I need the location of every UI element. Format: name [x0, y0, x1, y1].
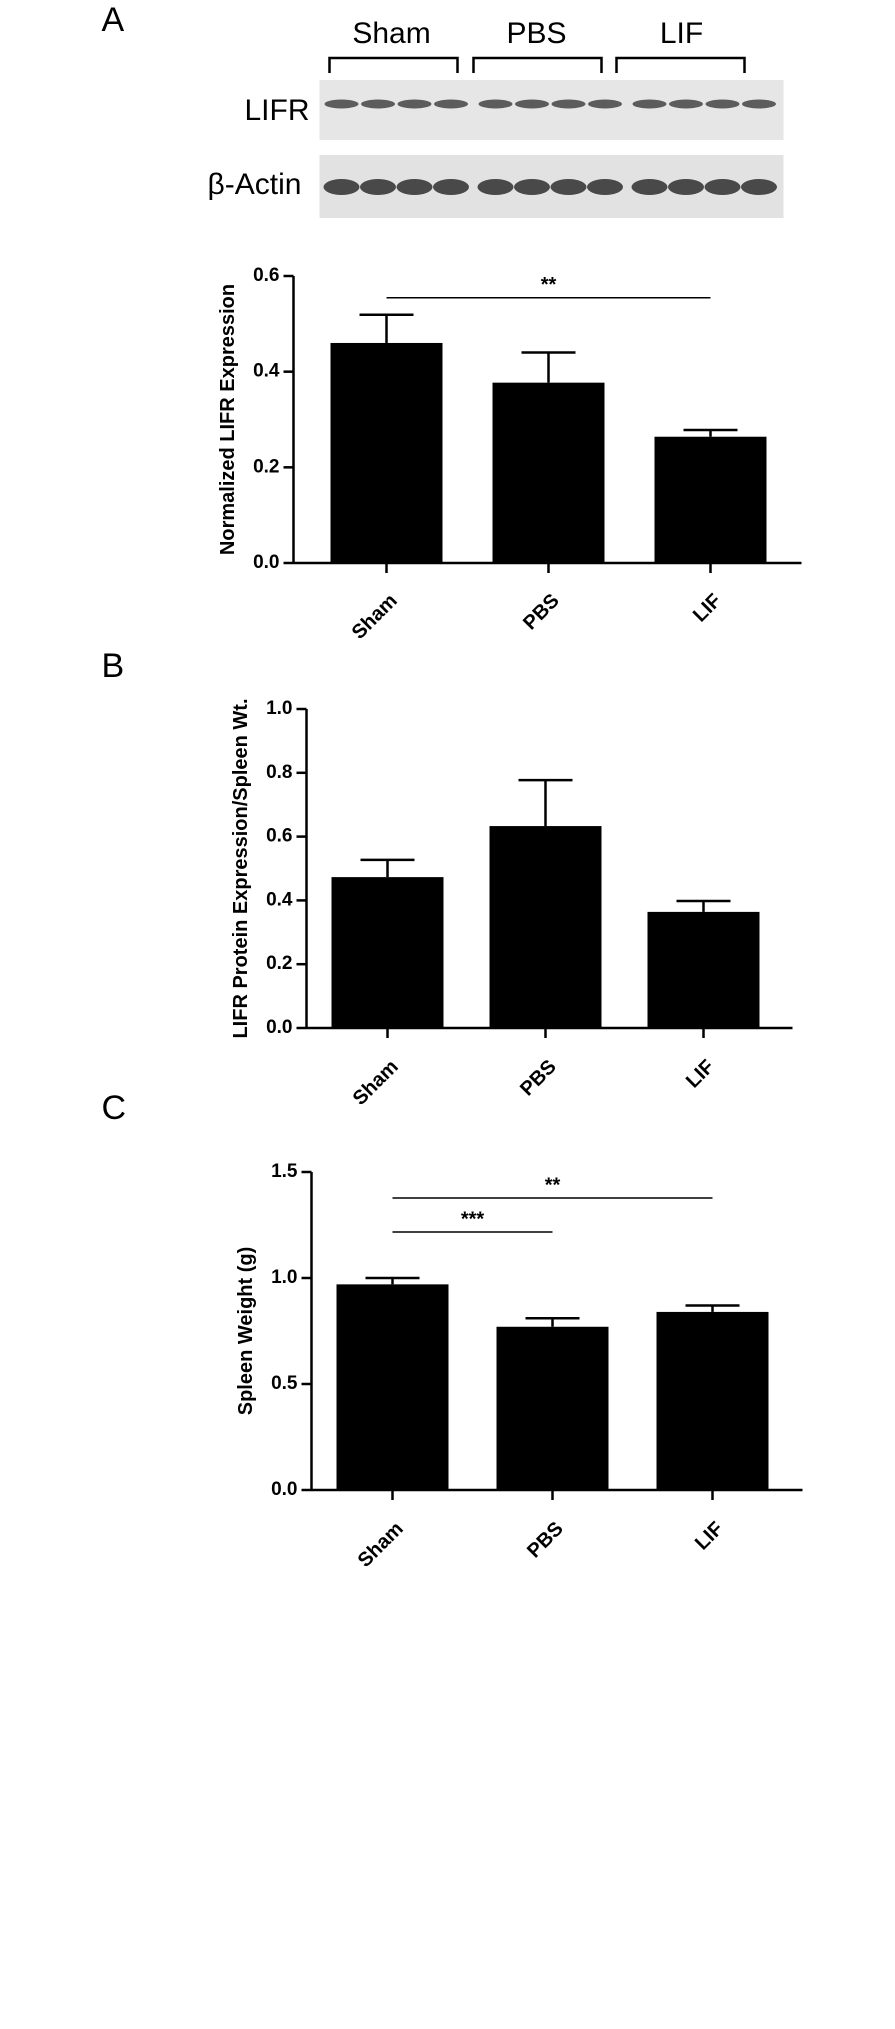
blot-group-label: PBS	[506, 17, 566, 50]
blot-band	[632, 99, 667, 109]
y-axis-label: LIFR Protein Expression/Spleen Wt.	[230, 698, 252, 1038]
y-tick-label: 0.2	[253, 456, 279, 477]
significance-label: ***	[461, 1208, 485, 1230]
x-tick-label: Sham	[349, 1056, 403, 1110]
bar	[331, 877, 444, 1028]
bar	[496, 1326, 609, 1490]
blot-band	[705, 99, 740, 109]
blot-band	[514, 179, 550, 195]
x-tick-label: LIF	[682, 1056, 719, 1093]
y-tick-label: 0.0	[266, 1017, 292, 1038]
x-tick-label: Sham	[348, 590, 402, 644]
blot-band	[587, 179, 623, 195]
x-tick-label: LIF	[689, 590, 726, 627]
blot-band	[742, 99, 776, 109]
bracket	[328, 56, 459, 73]
blot-band	[631, 179, 668, 195]
y-tick-label: 1.0	[271, 1267, 297, 1288]
x-tick-label: PBS	[516, 1056, 561, 1101]
blot-band	[433, 179, 469, 195]
blot-band	[551, 99, 586, 109]
blot-bands	[323, 99, 777, 195]
blot-band	[741, 179, 777, 195]
blot-band	[361, 99, 395, 109]
bar	[330, 342, 443, 563]
significance-label: **	[541, 274, 557, 296]
significance-label: **	[545, 1174, 561, 1196]
bar	[647, 911, 760, 1028]
blot-band	[550, 179, 587, 195]
blot-band	[669, 99, 703, 109]
blot-band	[477, 179, 514, 195]
panel-label: C	[102, 1089, 127, 1127]
y-tick-label: 0.4	[253, 361, 280, 382]
blot-band	[515, 99, 549, 109]
panel-label: A	[102, 1, 125, 39]
y-tick-label: 0.6	[253, 265, 279, 286]
bar	[489, 826, 602, 1028]
y-tick-label: 1.5	[271, 1161, 298, 1182]
blot-band	[360, 179, 396, 195]
blot-row-label: β-Actin	[208, 168, 302, 201]
y-tick-label: 0.6	[266, 826, 292, 847]
bar	[336, 1284, 449, 1490]
bar	[654, 436, 767, 563]
y-tick-label: 0.0	[271, 1479, 297, 1500]
bar	[656, 1311, 769, 1490]
bracket	[615, 56, 746, 73]
blot-band	[434, 99, 468, 109]
blot-band	[478, 99, 513, 109]
blot-band	[588, 99, 622, 109]
y-tick-label: 0.5	[271, 1373, 298, 1394]
blot-row-label: LIFR	[244, 94, 309, 127]
blot-brackets	[328, 56, 746, 73]
y-axis-label: Spleen Weight (g)	[235, 1247, 257, 1416]
panel-label: B	[102, 647, 125, 685]
x-tick-label: PBS	[523, 1518, 568, 1563]
x-tick-label: Sham	[354, 1518, 408, 1572]
blot-band	[704, 179, 741, 195]
y-tick-label: 1.0	[266, 698, 292, 719]
blot-band	[324, 99, 359, 109]
x-tick-label: LIF	[691, 1518, 728, 1555]
blot-band	[397, 99, 432, 109]
blot-band	[396, 179, 433, 195]
blot-strip	[319, 80, 784, 140]
y-tick-label: 0.4	[266, 889, 293, 910]
y-tick-label: 0.2	[266, 953, 292, 974]
y-axis-label: Normalized LIFR Expression	[217, 284, 239, 555]
blot-group-label: Sham	[352, 17, 430, 50]
y-tick-label: 0.0	[253, 552, 279, 573]
blot-band	[323, 179, 360, 195]
blot-group-label: LIF	[660, 17, 703, 50]
bar	[492, 382, 605, 563]
blot-band	[668, 179, 704, 195]
y-tick-label: 0.8	[266, 762, 292, 783]
x-tick-label: PBS	[519, 590, 564, 635]
bracket	[472, 56, 603, 73]
